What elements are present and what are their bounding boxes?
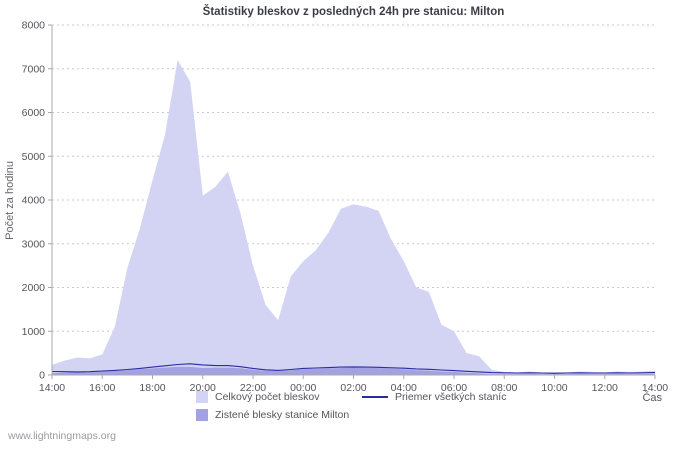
svg-text:08:00: 08:00	[491, 382, 517, 394]
svg-text:0: 0	[39, 370, 45, 382]
svg-text:00:00: 00:00	[290, 382, 316, 394]
svg-text:8000: 8000	[22, 20, 46, 32]
svg-text:2000: 2000	[22, 282, 46, 294]
svg-text:6000: 6000	[22, 107, 46, 119]
legend-label-average: Priemer všetkých staníc	[395, 391, 507, 403]
svg-text:22:00: 22:00	[240, 382, 266, 394]
legend-swatch-total	[196, 391, 208, 403]
svg-text:12:00: 12:00	[592, 382, 618, 394]
svg-text:1000: 1000	[22, 326, 46, 338]
svg-text:7000: 7000	[22, 63, 46, 75]
legend-item-milton: Zistené blesky stanice Milton	[196, 409, 349, 421]
legend-swatch-milton	[196, 409, 208, 421]
watermark: www.lightningmaps.org	[8, 430, 116, 442]
x-axis-label: Čas	[642, 392, 662, 404]
svg-text:5000: 5000	[22, 151, 46, 163]
legend-label-milton: Zistené blesky stanice Milton	[215, 409, 350, 421]
legend-line-swatch-average	[362, 396, 388, 398]
legend-item-total: Celkový počet bleskov	[196, 391, 319, 403]
svg-text:10:00: 10:00	[541, 382, 567, 394]
y-axis-label: Počet za hodinu	[4, 25, 16, 375]
chart-title: Štatistiky bleskov z posledných 24h pre …	[202, 6, 505, 18]
svg-text:06:00: 06:00	[441, 382, 467, 394]
svg-text:14:00: 14:00	[39, 382, 65, 394]
svg-text:04:00: 04:00	[391, 382, 417, 394]
svg-text:3000: 3000	[22, 238, 46, 250]
svg-text:16:00: 16:00	[89, 382, 115, 394]
plot-svg: 0 1000 2000 3000 4000 5000 6000 7000 8000 14:00 16…	[22, 20, 669, 395]
legend-item-average: Priemer všetkých staníc	[362, 391, 506, 403]
y-axis-label-text: Počet za hodinu	[4, 160, 16, 240]
legend-label-total: Celkový počet bleskov	[215, 391, 320, 403]
svg-text:02:00: 02:00	[340, 382, 366, 394]
svg-text:18:00: 18:00	[139, 382, 165, 394]
svg-text:14:00: 14:00	[642, 382, 668, 394]
svg-text:4000: 4000	[22, 195, 46, 207]
